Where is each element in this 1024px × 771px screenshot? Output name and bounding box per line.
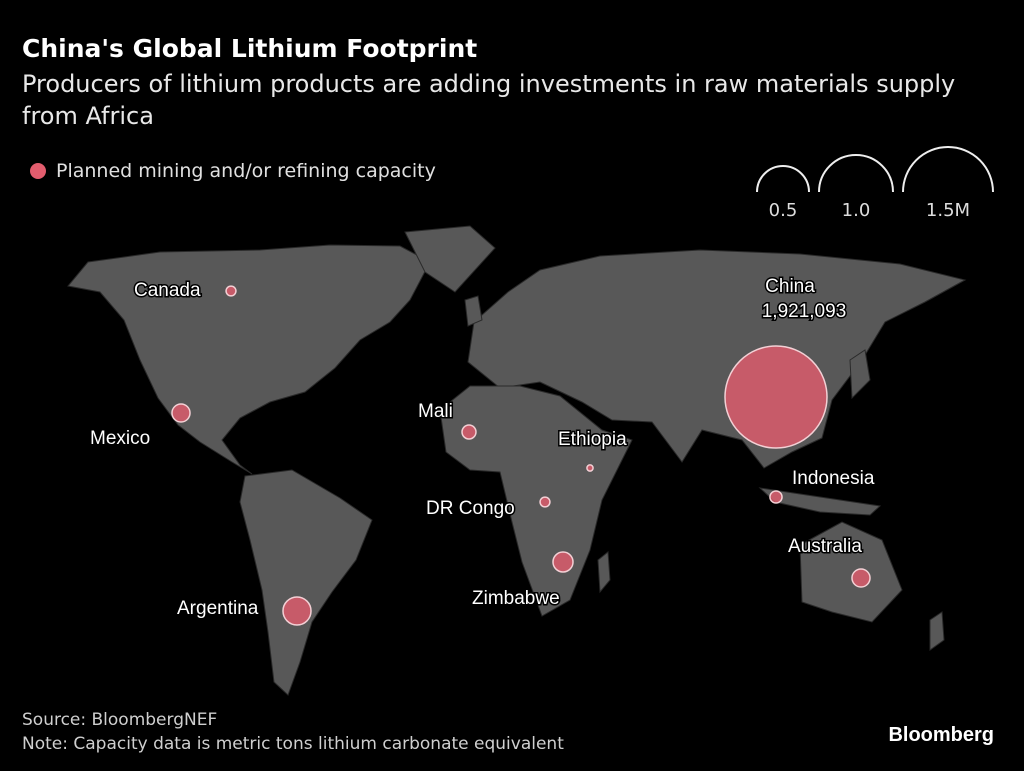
label-dr-congo: DR Congo bbox=[426, 498, 515, 519]
label-zimbabwe: Zimbabwe bbox=[472, 588, 560, 609]
legend-dot-icon bbox=[30, 163, 46, 179]
bubble-ethiopia bbox=[586, 464, 594, 472]
bubble-mexico bbox=[171, 403, 191, 423]
label-argentina: Argentina bbox=[177, 598, 259, 619]
source-note: Source: BloombergNEF Note: Capacity data… bbox=[22, 708, 564, 756]
bubble-argentina bbox=[282, 596, 312, 626]
chart-subtitle: Producers of lithium products are adding… bbox=[22, 70, 956, 130]
label-canada: Canada bbox=[134, 280, 201, 301]
size-legend-arc-1.0 bbox=[818, 154, 894, 193]
label-ethiopia: Ethiopia bbox=[558, 429, 627, 450]
uk bbox=[464, 295, 483, 327]
madagascar bbox=[597, 551, 611, 594]
bubble-canada bbox=[225, 285, 237, 297]
bubble-mali bbox=[461, 424, 477, 440]
bubble-australia bbox=[851, 568, 871, 588]
size-legend-label: 1.5M bbox=[926, 200, 970, 221]
bubble-indonesia bbox=[769, 490, 783, 504]
size-legend-arc-1.5 bbox=[902, 146, 994, 193]
bubble-dr-congo bbox=[539, 496, 551, 508]
land bbox=[67, 225, 967, 696]
legend-label: Planned mining and/or refining capacity bbox=[56, 160, 436, 182]
note: Note: Capacity data is metric tons lithi… bbox=[22, 734, 564, 754]
legend: Planned mining and/or refining capacity bbox=[30, 160, 436, 182]
japan bbox=[849, 349, 871, 400]
bubble-china bbox=[724, 345, 828, 449]
size-legend bbox=[756, 146, 994, 193]
label-indonesia: Indonesia bbox=[792, 468, 875, 489]
label-australia: Australia bbox=[788, 536, 862, 557]
new-zealand bbox=[929, 611, 945, 651]
size-legend-label: 1.0 bbox=[842, 200, 871, 221]
north-america bbox=[67, 244, 431, 475]
bloomberg-logo: Bloomberg bbox=[888, 724, 994, 746]
africa bbox=[439, 385, 633, 617]
value-china: 1,921,093 bbox=[762, 301, 847, 322]
south-america bbox=[239, 469, 373, 696]
australia bbox=[799, 521, 903, 623]
greenland bbox=[404, 225, 496, 293]
chart-title: China's Global Lithium Footprint bbox=[22, 34, 478, 63]
label-mexico: Mexico bbox=[90, 428, 150, 449]
label-china: China bbox=[765, 276, 815, 297]
indonesia bbox=[758, 487, 882, 516]
size-legend-arc-0.5 bbox=[756, 165, 810, 193]
eurasia bbox=[467, 249, 967, 469]
source: Source: BloombergNEF bbox=[22, 710, 218, 730]
bubble-zimbabwe bbox=[552, 551, 574, 573]
label-mali: Mali bbox=[418, 401, 453, 422]
size-legend-label: 0.5 bbox=[769, 200, 798, 221]
bubbles bbox=[171, 285, 871, 626]
